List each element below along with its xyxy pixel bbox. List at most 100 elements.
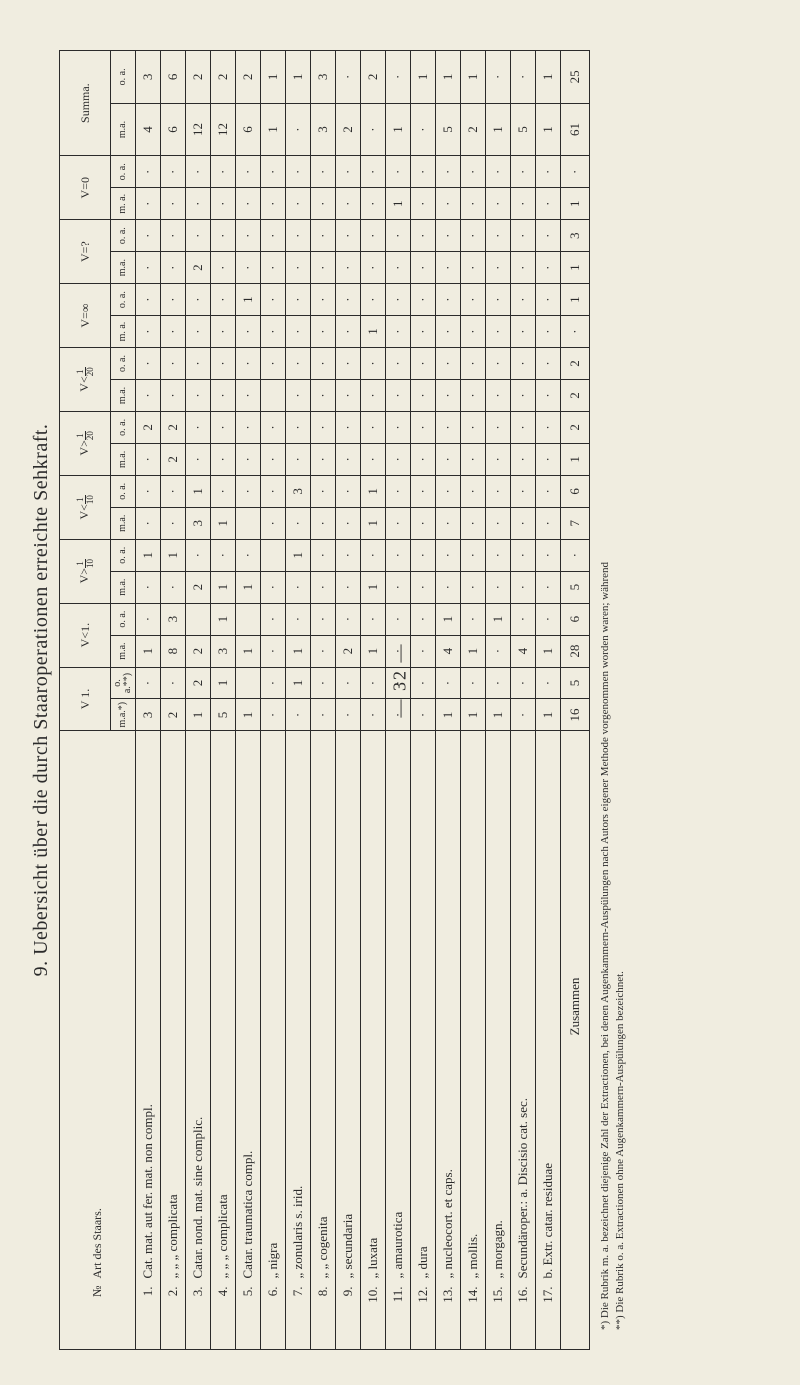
cell-val: · [236, 475, 261, 507]
cell-val: · [311, 539, 336, 571]
cell-val: · [311, 699, 336, 731]
cell-val: · [536, 188, 561, 220]
cell-val: 1 [361, 635, 386, 667]
table-row: 13.„ nucleocort. et caps.1·41···········… [436, 51, 461, 1350]
cell-val: · [161, 475, 186, 507]
cell-val: · [336, 475, 361, 507]
cell-no: 3. [186, 1283, 211, 1350]
sub-0-0: m.a.*) [111, 699, 136, 731]
cell-val [186, 603, 211, 635]
cell-val: · [186, 411, 211, 443]
cell-val: · [536, 411, 561, 443]
cell-val: · [261, 284, 286, 316]
cell-val: 1 [361, 316, 386, 348]
col-v3: V>110 [60, 539, 111, 603]
cell-val: · [436, 571, 461, 603]
cell-val: · [461, 316, 486, 348]
cell-val: 1 [561, 284, 590, 316]
cell-val: · [461, 348, 486, 380]
cell-val: · [536, 252, 561, 284]
cell-val: · [161, 507, 186, 539]
cell-val: · [386, 252, 411, 284]
cell-val: · [361, 667, 386, 699]
cell-val: · [261, 188, 286, 220]
cell-val: · [136, 220, 161, 252]
cell-val: 5 [211, 699, 236, 731]
cell-val: 1 [236, 699, 261, 731]
table-row: 3.Catar. nond. mat. sine complic.1222·31… [186, 51, 211, 1350]
cell-val: · [386, 348, 411, 380]
cell-val: 1 [211, 603, 236, 635]
cell-val: · [386, 699, 411, 731]
cell-val: · [511, 699, 536, 731]
cell-val: · [311, 475, 336, 507]
cell-val: · [436, 411, 461, 443]
cell-val: · [486, 188, 511, 220]
cell-val: · [436, 475, 461, 507]
cell-val: · [286, 411, 311, 443]
cell-val: · [511, 379, 536, 411]
cell-val: · [536, 348, 561, 380]
cell-val: 1 [361, 571, 386, 603]
cell-val: · [136, 603, 161, 635]
cell-val: · [136, 443, 161, 475]
cell-val: · [436, 252, 461, 284]
cell-val: 1 [236, 284, 261, 316]
cell-val: · [386, 379, 411, 411]
cell-val: · [336, 156, 361, 188]
cell-val: · [336, 252, 361, 284]
cell-val: 1 [286, 667, 311, 699]
cell-val: · [411, 316, 436, 348]
cell-val: · [311, 220, 336, 252]
cell-val: · [486, 443, 511, 475]
col-summa: Summa. [60, 51, 111, 156]
cell-val: · [361, 379, 386, 411]
cell-val: · [536, 316, 561, 348]
cell-val: · [361, 603, 386, 635]
cell-sum: 6 [236, 103, 261, 156]
cell-val: · [261, 699, 286, 731]
cell-val: 1 [461, 635, 486, 667]
cell-val: · [336, 571, 361, 603]
cell-val: 4 [511, 635, 536, 667]
cell-art: Cat. mat. aut fer. mat. non compl. [136, 731, 161, 1283]
cell-art: „ nigra [261, 731, 286, 1283]
cell-val: · [261, 475, 286, 507]
cell-val: · [436, 156, 461, 188]
cell-val: · [561, 316, 590, 348]
cell-val: · [461, 379, 486, 411]
cell-sum: 1 [411, 51, 436, 104]
cell-val: 1 [561, 252, 590, 284]
cell-val: · [336, 539, 361, 571]
cell-val: 2 [186, 571, 211, 603]
cell-val: · [261, 252, 286, 284]
cell-val: · [486, 220, 511, 252]
cell-val: 1 [186, 699, 211, 731]
cell-val: 7 [561, 507, 590, 539]
cell-val: · [536, 443, 561, 475]
cell-val: · [511, 411, 536, 443]
cell-val: · [161, 316, 186, 348]
cell-val: · [511, 284, 536, 316]
cell-val [261, 539, 286, 571]
cell-val: · [311, 635, 336, 667]
footnotes: *) Die Rubrik m. a. bezeichnet diejenige… [598, 50, 628, 1350]
cell-no: 12. [411, 1283, 436, 1350]
table-head: № Art des Staars. V 1. V<1. V>110 V<110 … [60, 51, 136, 1350]
cell-sum: 1 [261, 103, 286, 156]
cell-val: · [461, 284, 486, 316]
cell-val: 5 [561, 571, 590, 603]
cell-val: 6 [561, 603, 590, 635]
cell-val: · [186, 188, 211, 220]
cell-val: · [336, 379, 361, 411]
table-row: 9.„ secundaria··2···············2· [336, 51, 361, 1350]
cell-art: „ mollis. [461, 731, 486, 1283]
cell-val: · [361, 348, 386, 380]
cell-val: · [486, 379, 511, 411]
cell-val: · [511, 667, 536, 699]
cell-val: · [486, 475, 511, 507]
cell-val: · [411, 379, 436, 411]
cell-val: · [136, 284, 161, 316]
cell-val: · [436, 667, 461, 699]
cell-val: · [286, 379, 311, 411]
